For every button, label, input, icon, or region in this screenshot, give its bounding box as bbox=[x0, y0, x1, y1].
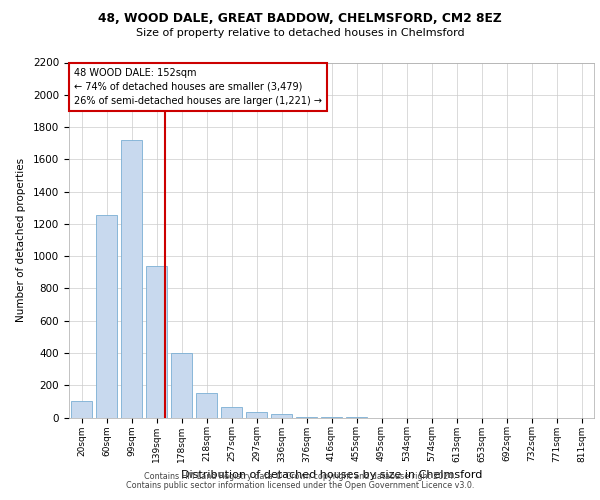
Bar bbox=[196, 394, 217, 417]
Bar bbox=[171, 353, 192, 418]
Bar bbox=[71, 402, 92, 417]
Y-axis label: Number of detached properties: Number of detached properties bbox=[16, 158, 26, 322]
Text: 48 WOOD DALE: 152sqm
← 74% of detached houses are smaller (3,479)
26% of semi-de: 48 WOOD DALE: 152sqm ← 74% of detached h… bbox=[74, 68, 322, 106]
Bar bbox=[221, 407, 242, 418]
Text: 48, WOOD DALE, GREAT BADDOW, CHELMSFORD, CM2 8EZ: 48, WOOD DALE, GREAT BADDOW, CHELMSFORD,… bbox=[98, 12, 502, 26]
Text: Contains public sector information licensed under the Open Government Licence v3: Contains public sector information licen… bbox=[126, 481, 474, 490]
Text: Size of property relative to detached houses in Chelmsford: Size of property relative to detached ho… bbox=[136, 28, 464, 38]
Bar bbox=[96, 215, 117, 418]
Bar bbox=[121, 140, 142, 417]
Bar bbox=[246, 412, 267, 418]
X-axis label: Distribution of detached houses by size in Chelmsford: Distribution of detached houses by size … bbox=[181, 470, 482, 480]
Bar bbox=[296, 416, 317, 418]
Text: Contains HM Land Registry data © Crown copyright and database right 2024.: Contains HM Land Registry data © Crown c… bbox=[144, 472, 456, 481]
Bar bbox=[146, 266, 167, 418]
Bar bbox=[271, 414, 292, 418]
